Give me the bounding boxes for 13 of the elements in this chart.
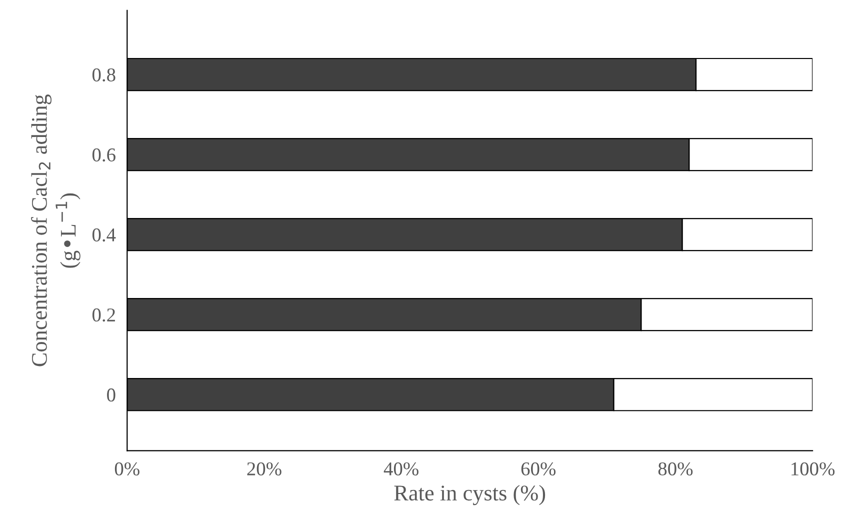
y-tick-label: 0.6 [92, 148, 116, 162]
y-tick-label: 0.2 [92, 308, 115, 322]
y-tick-label: 0 [107, 388, 116, 402]
x-tick-label: 40% [384, 462, 418, 476]
y-tick-label: 0.8 [92, 68, 116, 82]
x-tick-label: 0% [114, 462, 140, 476]
x-tick-label: 20% [247, 462, 282, 476]
x-tick-label: 80% [658, 462, 693, 476]
y-tick-label: 0.4 [92, 228, 116, 242]
x-tick-label: 100% [792, 462, 835, 476]
x-axis-title: Rate in cysts (%) [394, 484, 546, 506]
x-tick-label: 60% [521, 462, 556, 476]
text: Concentration of Cacl$_{2}$ adding (g•L$^{−1}$) [31, 94, 80, 366]
